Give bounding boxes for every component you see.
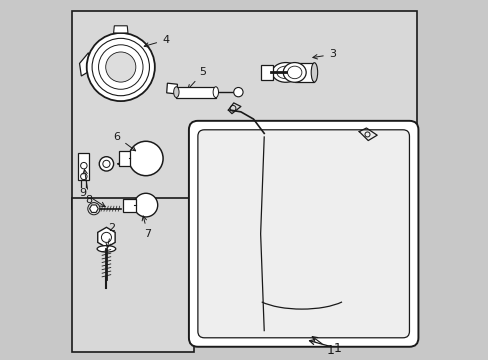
Ellipse shape xyxy=(283,63,305,82)
Text: 7: 7 xyxy=(142,216,151,239)
Circle shape xyxy=(128,141,163,176)
Text: 1: 1 xyxy=(312,337,334,357)
Text: 1: 1 xyxy=(309,339,341,355)
Bar xyxy=(119,151,130,166)
Text: 10: 10 xyxy=(117,159,147,169)
Text: 6: 6 xyxy=(113,132,135,151)
Text: 9: 9 xyxy=(80,188,105,207)
Bar xyxy=(176,87,215,98)
Polygon shape xyxy=(113,26,128,33)
Circle shape xyxy=(86,33,155,101)
Text: 8: 8 xyxy=(83,170,93,205)
Text: 5: 5 xyxy=(187,67,206,89)
Polygon shape xyxy=(98,227,115,247)
Bar xyxy=(122,199,136,212)
Bar xyxy=(294,63,314,82)
Bar xyxy=(78,153,89,180)
Text: 2: 2 xyxy=(106,224,115,248)
Circle shape xyxy=(99,157,113,171)
Circle shape xyxy=(134,193,158,217)
Bar xyxy=(260,64,273,80)
Text: 4: 4 xyxy=(144,35,169,47)
Bar xyxy=(72,198,194,352)
Circle shape xyxy=(105,52,136,82)
Ellipse shape xyxy=(97,246,116,252)
Polygon shape xyxy=(166,83,177,94)
Bar xyxy=(72,12,416,209)
Ellipse shape xyxy=(213,87,218,98)
Polygon shape xyxy=(89,205,98,212)
Circle shape xyxy=(233,87,243,97)
FancyBboxPatch shape xyxy=(198,130,408,338)
FancyBboxPatch shape xyxy=(188,121,418,347)
Text: 3: 3 xyxy=(312,49,335,59)
Ellipse shape xyxy=(173,87,179,98)
Ellipse shape xyxy=(310,63,317,82)
Polygon shape xyxy=(80,53,90,76)
Ellipse shape xyxy=(271,63,299,82)
